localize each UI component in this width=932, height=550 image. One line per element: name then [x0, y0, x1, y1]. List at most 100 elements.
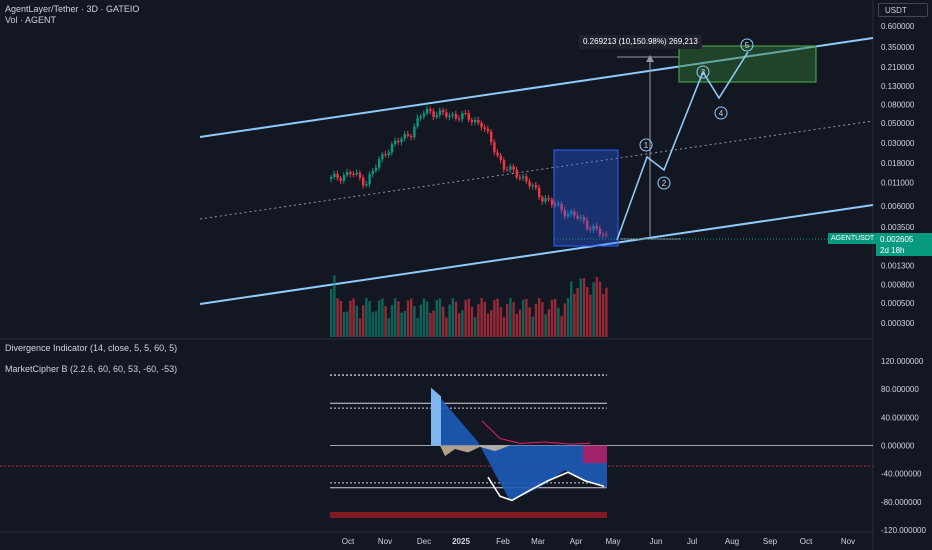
volume-bar	[342, 311, 346, 337]
volume-bar	[438, 298, 442, 337]
candle	[426, 109, 429, 114]
time-tick-label: Oct	[800, 537, 813, 546]
candle	[445, 112, 448, 118]
candle	[339, 178, 342, 181]
candle	[413, 126, 416, 137]
volume-bar	[579, 278, 582, 337]
measure-arrow-icon	[646, 55, 654, 62]
time-tick-label: Mar	[531, 537, 545, 546]
candle	[506, 169, 509, 171]
volume-bar	[522, 299, 525, 337]
volume-bar	[506, 303, 509, 337]
candle	[410, 135, 413, 137]
volume-bar	[538, 298, 541, 337]
candle	[522, 176, 525, 178]
wave-label: 2	[662, 179, 667, 188]
volume-bar	[422, 298, 426, 337]
volume-bar	[602, 294, 605, 337]
candle	[480, 122, 483, 128]
price-tick-label: 0.600000	[881, 22, 915, 31]
volume-bar	[477, 304, 480, 337]
candle	[547, 198, 550, 200]
volume-bar	[387, 318, 390, 337]
candle	[477, 119, 480, 123]
volume-bar	[605, 287, 608, 337]
candle	[435, 115, 438, 118]
volume-bar	[419, 304, 422, 337]
indicator-tick-label: -80.000000	[881, 498, 922, 507]
candle	[518, 177, 522, 179]
volume-bar	[371, 312, 374, 337]
volume-bar	[333, 275, 336, 337]
candle	[579, 216, 582, 219]
volume-bar	[330, 289, 333, 337]
indicator-wave-line	[487, 471, 605, 502]
indicator-tick-label: -40.000000	[881, 470, 922, 479]
candle	[467, 113, 470, 120]
volume-bar	[358, 318, 362, 337]
candle	[538, 187, 541, 198]
volume-bar	[454, 301, 458, 337]
candle	[397, 140, 400, 143]
channel-upper-line	[199, 37, 874, 138]
wave-label: 4	[719, 109, 724, 118]
candle	[525, 176, 528, 182]
candle	[352, 174, 355, 176]
volume-bar	[374, 311, 378, 337]
candle	[355, 172, 358, 175]
price-tick-label: 0.350000	[881, 43, 915, 52]
volume-bar	[573, 293, 576, 337]
candle	[586, 220, 589, 229]
volume-bar	[474, 317, 477, 337]
volume-bar	[592, 282, 595, 337]
price-tick-label: 0.018000	[881, 159, 915, 168]
volume-bar	[429, 312, 432, 337]
candle	[470, 119, 474, 123]
candle	[346, 172, 349, 176]
marketcipher-label[interactable]: MarketCipher B (2.2.6, 60, 60, 53, -60, …	[5, 364, 178, 374]
volume-bar	[394, 298, 397, 337]
price-tick-label: 0.080000	[881, 101, 915, 110]
candle	[454, 114, 458, 119]
wave-label-circle	[696, 65, 710, 79]
time-tick-label: Jul	[687, 537, 697, 546]
volume-bar	[467, 298, 470, 337]
volume-bar	[502, 316, 506, 337]
volume-bar	[582, 278, 586, 337]
candle	[550, 199, 554, 205]
time-tick-label: Oct	[342, 537, 355, 546]
chart-title: AgentLayer/Tether · 3D · GATEIO	[5, 4, 140, 14]
currency-unit-button[interactable]: USDT	[878, 3, 928, 17]
candle	[368, 174, 371, 185]
volume-bar	[355, 305, 358, 337]
candle	[419, 116, 422, 118]
bar-countdown: 2d 18h	[880, 246, 905, 255]
candle	[528, 181, 531, 187]
price-tick-label: 0.003500	[881, 223, 915, 232]
price-tick-label: 0.130000	[881, 82, 915, 91]
candle	[592, 225, 595, 230]
candle	[534, 185, 538, 188]
candle	[365, 184, 368, 186]
volume-bar	[442, 306, 445, 337]
wave-label-circle	[639, 138, 653, 152]
candle	[349, 172, 352, 175]
wave-label-circle	[714, 106, 728, 120]
indicator-bottom-band	[330, 512, 607, 518]
volume-bar	[381, 298, 384, 337]
volume-bar	[576, 288, 579, 337]
volume-bar	[365, 298, 368, 337]
volume-bar	[339, 300, 342, 337]
volume-bar	[490, 310, 493, 337]
candle	[541, 197, 544, 202]
volume-bar	[547, 309, 550, 337]
candle	[598, 228, 602, 235]
volume-bar	[554, 298, 557, 337]
candle	[422, 113, 426, 117]
volume-bar	[461, 310, 464, 337]
divergence-indicator-label[interactable]: Divergence Indicator (14, close, 5, 5, 6…	[5, 343, 178, 353]
candle	[333, 173, 336, 177]
candle	[502, 160, 506, 170]
candle	[336, 173, 339, 179]
